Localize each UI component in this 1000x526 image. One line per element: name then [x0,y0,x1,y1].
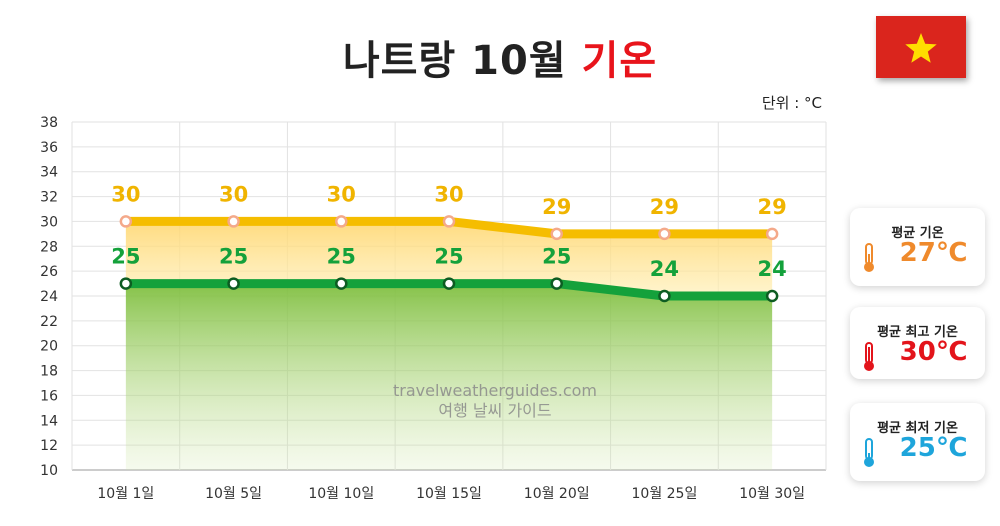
low-temp-data-label: 25 [434,245,463,269]
avg-high-value: 30℃ [899,337,968,367]
y-tick-label: 10 [40,463,58,479]
thermometer-blue-icon [862,437,876,473]
low-temp-marker [227,277,240,290]
avg-low-label: 평균 최저 기온 [877,421,958,436]
y-tick-label: 16 [40,388,58,404]
low-temp-marker [658,289,671,303]
y-tick-label: 12 [40,438,58,454]
high-temp-marker [765,227,779,241]
low-temp-marker [335,277,348,290]
chart-title: 나트랑 10월 기온 [0,28,1000,86]
avg-high-label: 평균 최고 기온 [877,325,958,340]
y-tick-label: 38 [40,115,58,131]
high-temp-data-label: 29 [650,195,679,219]
x-tick-label: 10월 20일 [524,486,590,502]
watermark-text: travelweatherguides.com [393,381,597,400]
avg-low-value: 25℃ [899,433,968,463]
y-tick-label: 34 [40,165,58,181]
low-temp-data-label: 25 [111,245,140,269]
avg-temp-card: 평균 기온 27℃ [850,208,985,286]
y-tick-label: 32 [40,190,58,206]
unit-label: 단위 : °C [761,94,822,112]
high-temp-data-label: 30 [327,182,356,206]
low-temp-data-label: 24 [650,257,679,281]
x-tick-label: 10월 30일 [739,486,805,502]
thermometer-orange-icon [862,242,876,278]
x-tick-label: 10월 1일 [97,486,154,502]
y-tick-label: 26 [40,264,58,280]
x-tick-label: 10월 25일 [632,486,698,502]
high-temp-marker [335,215,348,228]
x-tick-label: 10월 10일 [308,486,374,502]
y-tick-label: 28 [40,239,58,255]
high-temp-marker [658,227,671,241]
y-tick-label: 14 [40,413,58,429]
low-temp-marker [550,277,563,290]
low-temp-data-label: 25 [542,245,571,269]
range-area [125,221,773,296]
y-tick-label: 22 [40,314,58,330]
watermark-text: 여행 날씨 가이드 [438,401,551,420]
high-temp-data-label: 30 [111,182,140,206]
low-temp-area [125,283,773,470]
avg-low-card: 평균 최저 기온 25℃ [850,403,985,481]
y-tick-label: 36 [40,140,58,156]
high-temp-marker [550,227,563,241]
low-temp-marker [765,289,779,303]
avg-high-card: 평균 최고 기온 30℃ [850,307,985,379]
y-tick-label: 24 [40,289,58,305]
avg-temp-value: 27℃ [899,238,968,268]
y-tick-label: 20 [40,339,58,355]
high-temp-data-label: 29 [758,195,787,219]
high-temp-marker [227,215,240,228]
y-tick-label: 18 [40,364,58,380]
high-temp-data-label: 30 [219,182,248,206]
high-temp-marker [119,215,133,228]
high-temp-data-label: 29 [542,195,571,219]
avg-temp-label: 평균 기온 [891,226,944,241]
low-temp-marker [119,277,133,290]
vietnam-flag-icon [876,16,966,78]
y-tick-label: 30 [40,214,58,230]
high-temp-marker [442,215,456,228]
title-accent: 기온 [581,38,658,84]
thermometer-red-icon [862,341,876,377]
high-temp-data-label: 30 [434,182,463,206]
title-main: 나트랑 10월 [342,38,567,84]
low-temp-data-label: 25 [327,245,356,269]
low-temp-marker [442,277,456,290]
low-temp-data-label: 25 [219,245,248,269]
x-tick-label: 10월 5일 [205,486,262,502]
low-temp-data-label: 24 [758,257,787,281]
x-tick-label: 10월 15일 [416,486,482,502]
